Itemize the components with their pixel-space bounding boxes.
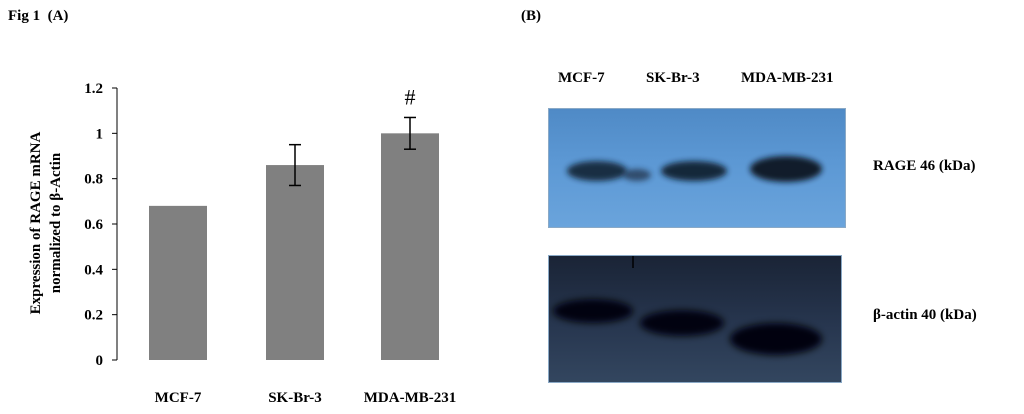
lane-label-mcf7: MCF-7	[558, 70, 605, 86]
y-axis-label-line2: normalized to β-Actin	[48, 152, 64, 293]
x-tick-label: MCF-7	[155, 390, 202, 406]
y-tick-label: 0.4	[84, 262, 103, 278]
actin-blot-image	[548, 255, 842, 383]
rage-band-label: RAGE 46 (kDa)	[873, 158, 976, 174]
y-tick-label: 0.8	[84, 172, 103, 188]
rage-band-mdamb231	[750, 156, 822, 182]
x-tick-label: SK-Br-3	[268, 390, 322, 406]
y-tick-label: 1	[96, 126, 104, 142]
rage-band-skbr3	[661, 161, 727, 181]
lane-label-mdamb231: MDA-MB-231	[741, 70, 834, 86]
rage-blot-image	[548, 108, 846, 228]
y-tick-label: 0.2	[84, 308, 103, 324]
lane-label-skbr3: SK-Br-3	[646, 70, 700, 86]
y-tick-label: 1.2	[84, 81, 103, 97]
rage-band-mcf7	[567, 161, 627, 181]
y-tick-label: 0.6	[84, 217, 103, 233]
actin-band-mcf7	[553, 299, 633, 323]
panel-b-label: (B)	[521, 8, 541, 24]
bar	[149, 205, 207, 360]
significance-annotation: #	[405, 84, 416, 109]
actin-band-mdamb231	[730, 323, 822, 355]
rage-bands	[567, 156, 822, 182]
y-axis-label: Expression of RAGE mRNA	[28, 132, 44, 315]
figure-title: Fig 1 (A)	[8, 8, 69, 24]
bar	[381, 133, 439, 360]
actin-bands	[553, 256, 822, 355]
bar-chart: 0 0.2 0.4 0.6 0.8 1 1.2 MCF-7 SK-Br-3 MDA-MB-231 #…	[28, 81, 456, 406]
actin-band-skbr3	[640, 310, 724, 336]
x-tick-label: MDA-MB-231	[364, 390, 456, 406]
y-tick-label: 0	[96, 353, 104, 369]
bar	[266, 165, 324, 360]
actin-band-label: β-actin 40 (kDa)	[873, 307, 977, 323]
rage-band-smear	[623, 169, 651, 181]
